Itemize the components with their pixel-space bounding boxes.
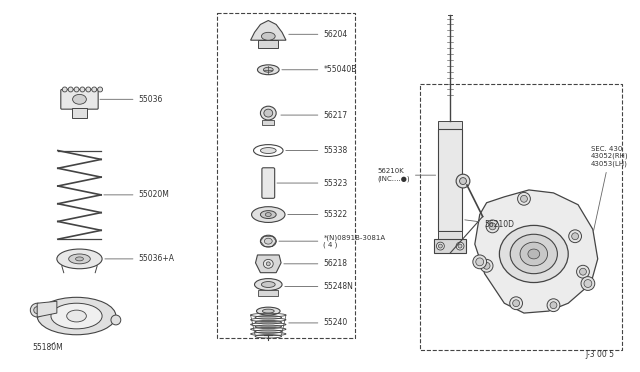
Ellipse shape [34, 307, 40, 314]
Ellipse shape [580, 268, 586, 275]
Ellipse shape [499, 225, 568, 283]
Ellipse shape [550, 302, 557, 309]
Text: 55338: 55338 [286, 146, 348, 155]
Ellipse shape [547, 299, 560, 312]
Polygon shape [251, 20, 286, 40]
Ellipse shape [264, 238, 272, 244]
Ellipse shape [520, 195, 527, 202]
Bar [262, 120, 274, 125]
Ellipse shape [528, 249, 540, 259]
Ellipse shape [489, 223, 496, 230]
Ellipse shape [577, 265, 589, 278]
Ellipse shape [74, 87, 79, 92]
Ellipse shape [476, 258, 484, 266]
Ellipse shape [480, 259, 493, 272]
FancyBboxPatch shape [61, 89, 98, 109]
Bar [72, 108, 87, 118]
Text: SEC. 430
43052(RH)
43053(LH): SEC. 430 43052(RH) 43053(LH) [591, 146, 628, 231]
Ellipse shape [260, 211, 276, 218]
Text: 55323: 55323 [277, 179, 348, 187]
Ellipse shape [473, 255, 486, 269]
Ellipse shape [520, 242, 548, 266]
Ellipse shape [30, 303, 44, 317]
Ellipse shape [260, 148, 276, 154]
Ellipse shape [98, 87, 102, 92]
Text: 56210D: 56210D [465, 220, 515, 229]
Ellipse shape [572, 233, 579, 240]
Ellipse shape [262, 309, 274, 313]
Text: 55322: 55322 [288, 210, 348, 219]
Ellipse shape [569, 230, 582, 243]
Ellipse shape [111, 315, 121, 325]
Bar [259, 40, 278, 48]
Ellipse shape [68, 87, 73, 92]
Ellipse shape [460, 177, 467, 185]
Bar [438, 231, 462, 239]
Bar [259, 291, 278, 296]
Ellipse shape [261, 282, 275, 288]
Ellipse shape [483, 262, 490, 269]
Ellipse shape [266, 262, 270, 266]
Text: 56210K
(INC....●): 56210K (INC....●) [377, 169, 436, 182]
Ellipse shape [68, 254, 90, 264]
Ellipse shape [261, 32, 275, 40]
Ellipse shape [86, 87, 91, 92]
Ellipse shape [509, 297, 522, 310]
Ellipse shape [266, 212, 271, 217]
Ellipse shape [264, 109, 273, 117]
Text: 55248N: 55248N [285, 282, 353, 291]
Ellipse shape [486, 220, 499, 233]
Ellipse shape [57, 249, 102, 269]
Polygon shape [475, 190, 598, 313]
Ellipse shape [456, 174, 470, 188]
Ellipse shape [438, 244, 442, 248]
Text: 56218: 56218 [284, 259, 348, 268]
Ellipse shape [260, 235, 276, 247]
Text: J-3 00 5: J-3 00 5 [586, 350, 614, 359]
Text: *(N)0891B-3081A
( 4 ): *(N)0891B-3081A ( 4 ) [279, 234, 385, 248]
Ellipse shape [255, 279, 282, 291]
Ellipse shape [513, 300, 520, 307]
Ellipse shape [76, 257, 83, 261]
Ellipse shape [458, 244, 462, 248]
Text: 56217: 56217 [281, 110, 348, 119]
Ellipse shape [264, 67, 273, 72]
Bar [438, 129, 462, 231]
Polygon shape [255, 255, 281, 273]
Text: 55180M: 55180M [32, 342, 63, 352]
Ellipse shape [67, 310, 86, 322]
Ellipse shape [62, 87, 67, 92]
Ellipse shape [51, 303, 102, 329]
Ellipse shape [257, 65, 279, 75]
Text: 55020M: 55020M [104, 190, 170, 199]
FancyBboxPatch shape [262, 168, 275, 198]
Ellipse shape [80, 87, 85, 92]
Ellipse shape [260, 106, 276, 120]
Polygon shape [37, 301, 57, 317]
Ellipse shape [518, 192, 531, 205]
Ellipse shape [584, 280, 592, 288]
Bar [438, 121, 462, 129]
Ellipse shape [37, 297, 116, 335]
Text: 55036+A: 55036+A [105, 254, 175, 263]
Ellipse shape [252, 207, 285, 222]
Text: 55036: 55036 [100, 95, 163, 104]
Ellipse shape [264, 259, 273, 268]
Text: 55240: 55240 [289, 318, 348, 327]
Text: 56204: 56204 [289, 30, 348, 39]
Text: *55040B: *55040B [282, 65, 356, 74]
Bar [435, 239, 466, 253]
Ellipse shape [92, 87, 97, 92]
Ellipse shape [436, 242, 444, 250]
Ellipse shape [510, 234, 557, 274]
Ellipse shape [456, 242, 464, 250]
Ellipse shape [581, 277, 595, 291]
Ellipse shape [72, 94, 86, 104]
Ellipse shape [257, 307, 280, 315]
